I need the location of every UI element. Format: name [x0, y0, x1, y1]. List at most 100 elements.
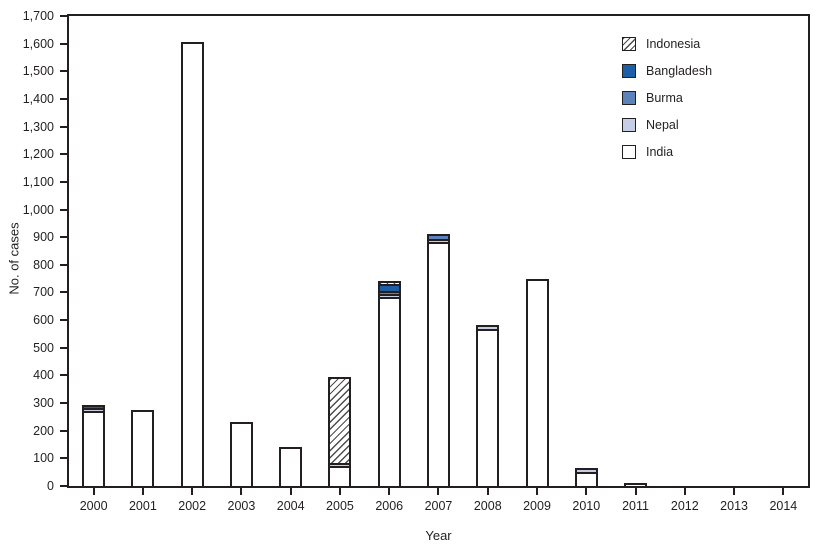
- bar-segment-2002-india: [182, 44, 202, 486]
- x-tick-mark: [782, 488, 785, 495]
- legend-item-indonesia: Indonesia: [622, 37, 712, 51]
- x-tick-label: 2002: [178, 499, 207, 513]
- x-cell-2009: 2009: [512, 488, 561, 513]
- y-tick-mark: [60, 180, 67, 183]
- bar-segment-2005-nepal: [330, 465, 350, 468]
- x-cell-2010: 2010: [562, 488, 611, 513]
- x-tick-label: 2006: [375, 499, 404, 513]
- bar-slot-2004: [266, 16, 315, 486]
- plot-area: [67, 14, 810, 488]
- y-tick-mark: [60, 42, 67, 45]
- y-tick-mark: [60, 319, 67, 322]
- x-tick-mark: [634, 488, 637, 495]
- bar-segment-2005-indonesia: [330, 379, 350, 465]
- bar-segment-2007-burma: [428, 236, 448, 241]
- y-tick-mark: [60, 402, 67, 405]
- bar-2005: [328, 377, 352, 486]
- bar-segment-2001-india: [133, 412, 153, 486]
- x-tick-label: 2007: [424, 499, 453, 513]
- x-cell-2002: 2002: [168, 488, 217, 513]
- x-tick-label: 2010: [572, 499, 601, 513]
- x-tick-mark: [585, 488, 588, 495]
- legend-swatch-india: [622, 145, 636, 159]
- y-tick-mark: [60, 291, 67, 294]
- bar-2000: [82, 405, 106, 486]
- x-tick-mark: [141, 488, 144, 495]
- x-tick-label: 2005: [326, 499, 354, 513]
- x-cell-2007: 2007: [414, 488, 463, 513]
- bar-segment-2000-bangladesh: [84, 407, 104, 410]
- bar-segment-2009-india: [527, 281, 547, 486]
- bar-segment-2007-india: [428, 244, 448, 486]
- x-tick-mark: [240, 488, 243, 495]
- bar-slot-2006: [365, 16, 414, 486]
- bar-slot-2008: [463, 16, 512, 486]
- y-tick-mark: [60, 457, 67, 460]
- x-tick-label: 2009: [523, 499, 551, 513]
- x-tick-mark: [388, 488, 391, 495]
- y-tick-mark: [60, 97, 67, 100]
- legend: Indonesia Bangladesh Burma Nepal India: [622, 37, 712, 159]
- x-tick-mark: [338, 488, 341, 495]
- bar-slot-2011: [611, 16, 660, 486]
- x-tick-mark: [683, 488, 686, 495]
- bar-segment-2006-bangladesh: [379, 286, 399, 293]
- x-tick-label: 2008: [473, 499, 502, 513]
- y-axis: 0 100 200 300 400 500 600 700 800 900 1,000 1,100 1,…: [0, 9, 67, 493]
- y-tick-mark: [60, 374, 67, 377]
- legend-swatch-burma: [622, 91, 636, 105]
- bar-2007: [426, 234, 450, 486]
- y-tick-mark: [60, 346, 67, 349]
- x-tick-label: 2013: [720, 499, 748, 513]
- x-tick-label: 2014: [769, 499, 798, 513]
- bar-segment-2000-nepal: [84, 410, 104, 413]
- bar-segment-2011-india: [626, 485, 646, 486]
- y-tick-label: 300: [33, 396, 54, 411]
- x-cell-2006: 2006: [365, 488, 414, 513]
- x-tick-label: 2011: [622, 499, 649, 513]
- y-tick-label: 500: [33, 340, 54, 355]
- y-tick-mark: [60, 208, 67, 211]
- legend-swatch-nepal: [622, 118, 636, 132]
- legend-item-bangladesh: Bangladesh: [622, 64, 712, 78]
- x-axis-title: Year: [425, 528, 452, 543]
- y-tick-mark: [60, 236, 67, 239]
- legend-item-india: India: [622, 145, 712, 159]
- bar-segment-2010-india: [576, 474, 596, 486]
- x-cell-2005: 2005: [315, 488, 364, 513]
- bar-slot-2010: [562, 16, 611, 486]
- y-tick-label: 1,000: [22, 202, 54, 217]
- x-tick-label: 2003: [227, 499, 256, 513]
- x-tick-mark: [486, 488, 489, 495]
- legend-item-nepal: Nepal: [622, 118, 712, 132]
- y-tick-label: 1,700: [22, 9, 54, 23]
- bar-2001: [131, 410, 155, 486]
- y-tick-label: 1,600: [22, 36, 54, 51]
- bar-slot-2001: [118, 16, 167, 486]
- x-tick-label: 2001: [128, 499, 157, 513]
- bar-2011: [624, 483, 648, 486]
- bar-segment-2008-india: [478, 331, 498, 486]
- bar-2003: [229, 422, 253, 486]
- x-cell-2000: 2000: [69, 488, 118, 513]
- legend-item-burma: Burma: [622, 91, 712, 105]
- y-tick-label: 200: [33, 423, 54, 438]
- bar-segment-2006-burma: [379, 293, 399, 296]
- bar-segment-2000-india: [84, 413, 104, 486]
- y-tick-mark: [60, 429, 67, 432]
- bar-segment-2006-india: [379, 299, 399, 486]
- x-cell-2014: 2014: [759, 488, 808, 513]
- x-tick-label: 2004: [276, 499, 305, 513]
- y-tick-mark: [60, 263, 67, 266]
- y-tick-label: 600: [33, 313, 54, 328]
- x-tick-mark: [92, 488, 95, 495]
- x-tick-mark: [536, 488, 539, 495]
- x-tick-mark: [437, 488, 440, 495]
- bar-segment-2003-india: [231, 424, 251, 486]
- y-tick-label: 1,100: [22, 174, 54, 189]
- bar-segment-2010-nepal: [576, 470, 596, 474]
- legend-label: Burma: [646, 91, 683, 105]
- y-tick-label: 900: [33, 230, 54, 245]
- bar-slot-2007: [414, 16, 463, 486]
